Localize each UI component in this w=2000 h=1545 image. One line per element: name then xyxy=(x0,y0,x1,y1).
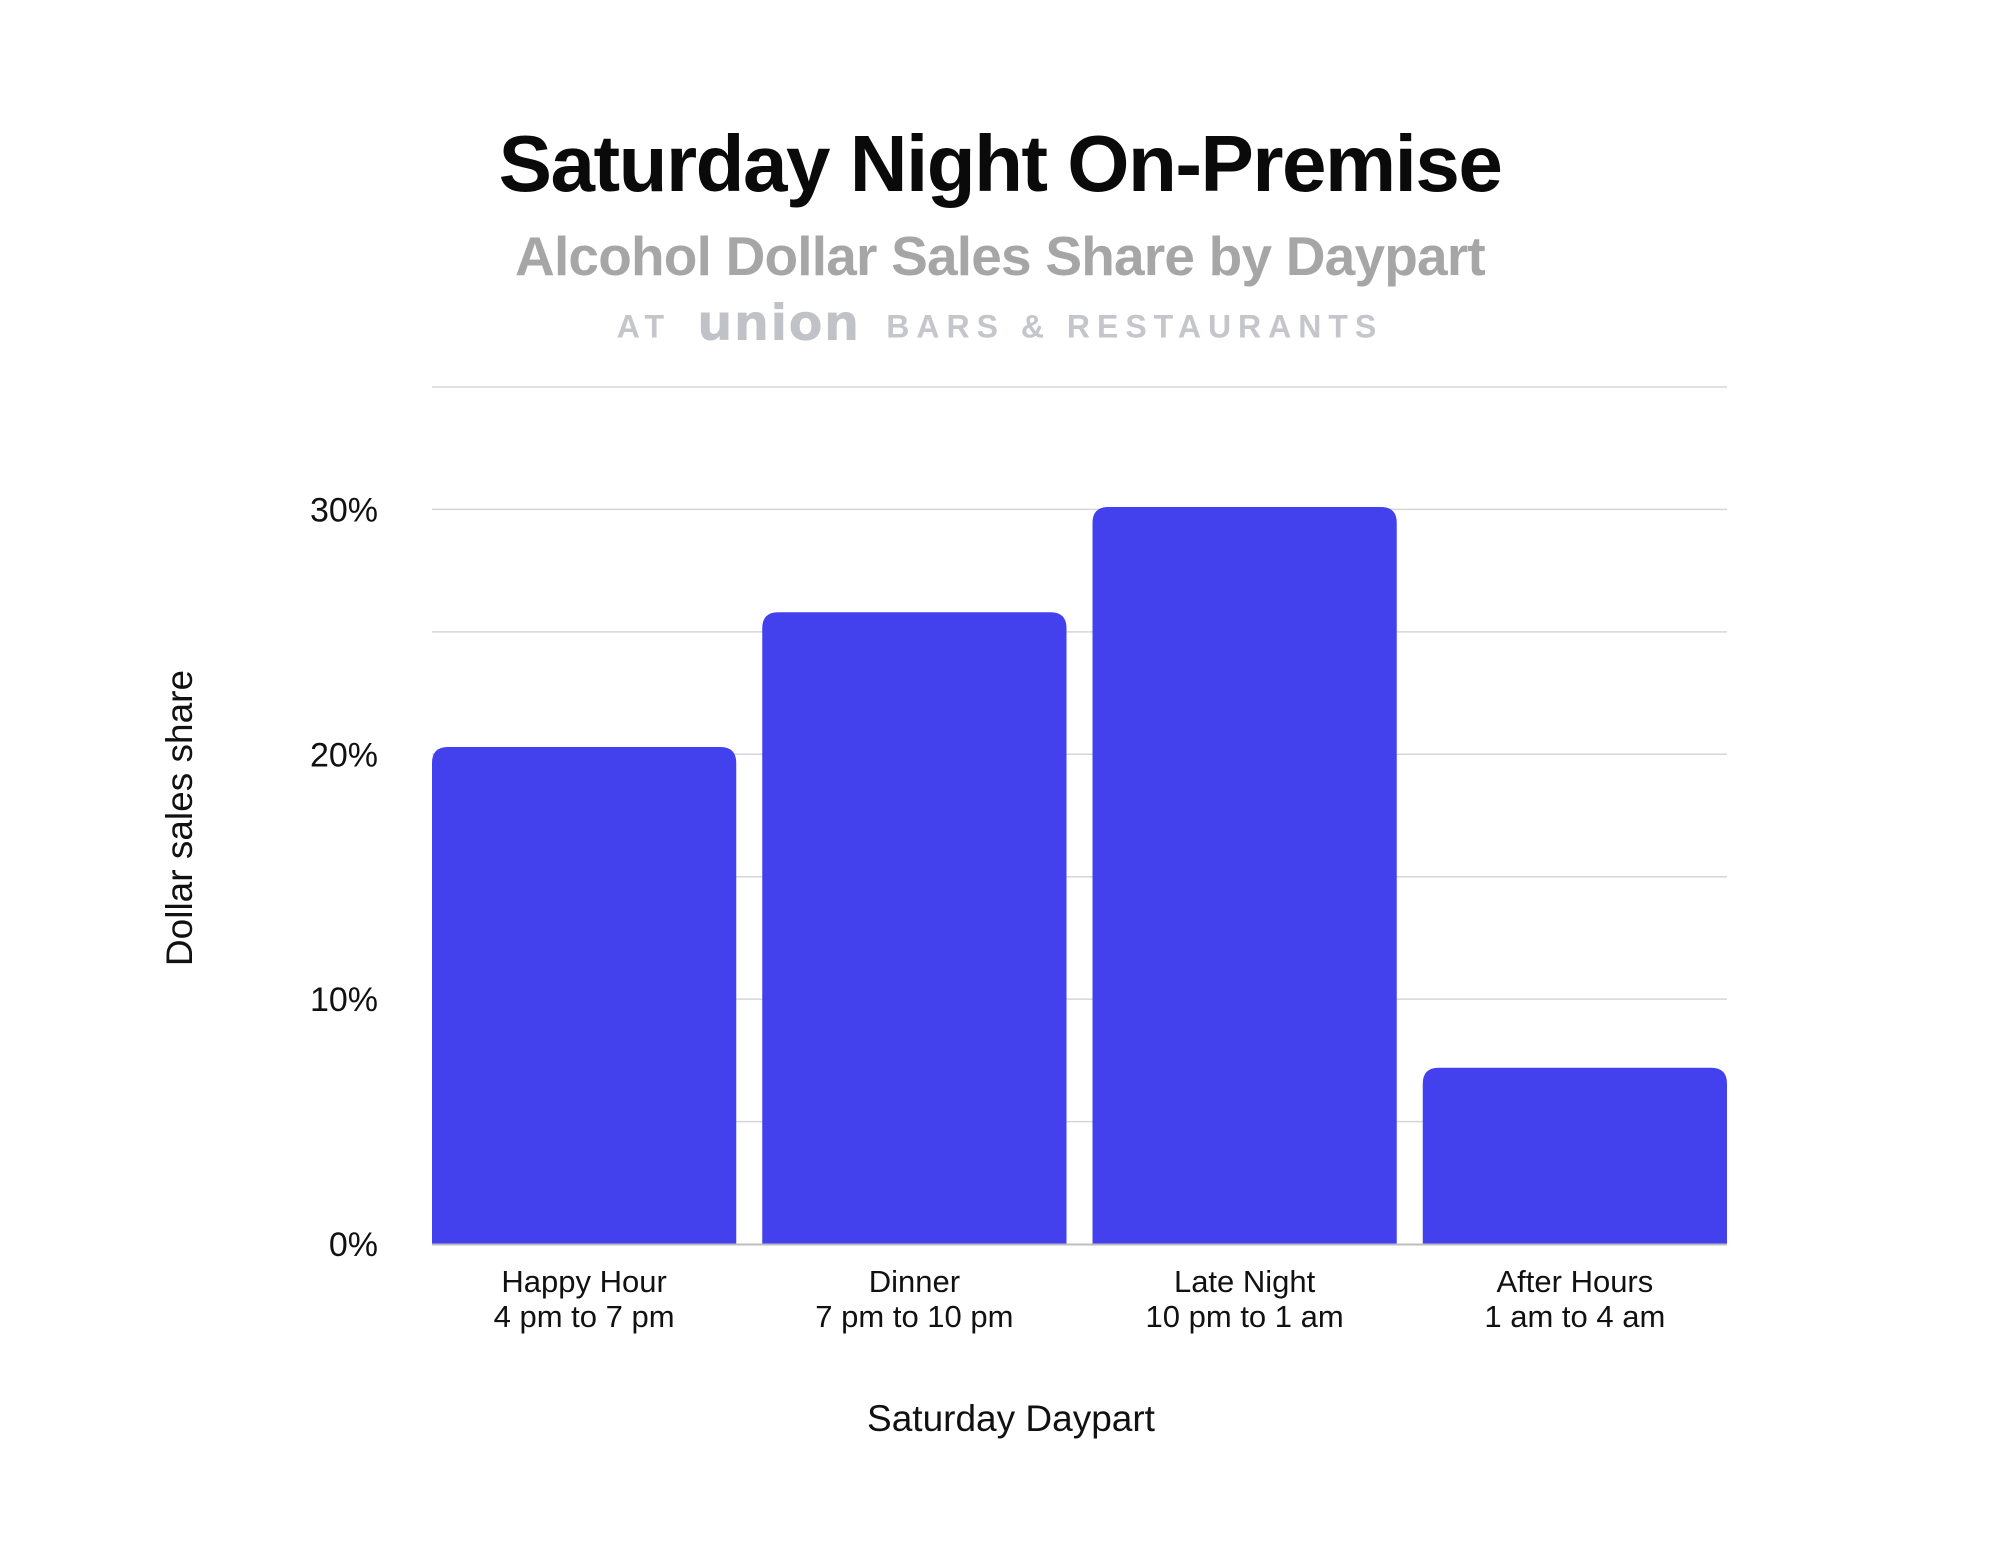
byline-prefix: AT xyxy=(616,308,672,345)
y-tick-label-2: 20% xyxy=(310,736,378,774)
y-axis-label: Dollar sales share xyxy=(159,670,200,966)
x-tick-sublabel-0: 4 pm to 7 pm xyxy=(494,1299,675,1334)
x-tick-label-0: Happy Hour xyxy=(501,1264,666,1299)
x-axis-label: Saturday Daypart xyxy=(867,1398,1156,1439)
bar-2 xyxy=(1092,506,1397,1245)
bar-1 xyxy=(762,612,1067,1244)
union-logo: union xyxy=(697,294,861,352)
bars xyxy=(432,506,1727,1245)
chart-subtitle: Alcohol Dollar Sales Share by Daypart xyxy=(515,225,1486,287)
chart-byline: AT union BARS & RESTAURANTS xyxy=(0,294,2000,356)
x-tick-sublabel-3: 1 am to 4 am xyxy=(1484,1299,1665,1334)
y-axis-ticks: 0% 10% 20% 30% xyxy=(310,491,378,1264)
bar-0 xyxy=(432,746,737,1244)
x-tick-label-3: After Hours xyxy=(1496,1264,1653,1299)
x-tick-sublabel-2: 10 pm to 1 am xyxy=(1146,1299,1344,1334)
y-tick-label-1: 10% xyxy=(310,981,378,1019)
bar-3 xyxy=(1422,1067,1727,1244)
y-tick-label-0: 0% xyxy=(329,1226,378,1264)
x-tick-label-1: Dinner xyxy=(869,1264,960,1299)
chart-title: Saturday Night On-Premise xyxy=(498,119,1503,208)
byline-suffix: BARS & RESTAURANTS xyxy=(886,308,1384,345)
y-tick-label-3: 30% xyxy=(310,491,378,529)
x-tick-label-2: Late Night xyxy=(1174,1264,1316,1299)
x-tick-sublabel-1: 7 pm to 10 pm xyxy=(815,1299,1013,1334)
